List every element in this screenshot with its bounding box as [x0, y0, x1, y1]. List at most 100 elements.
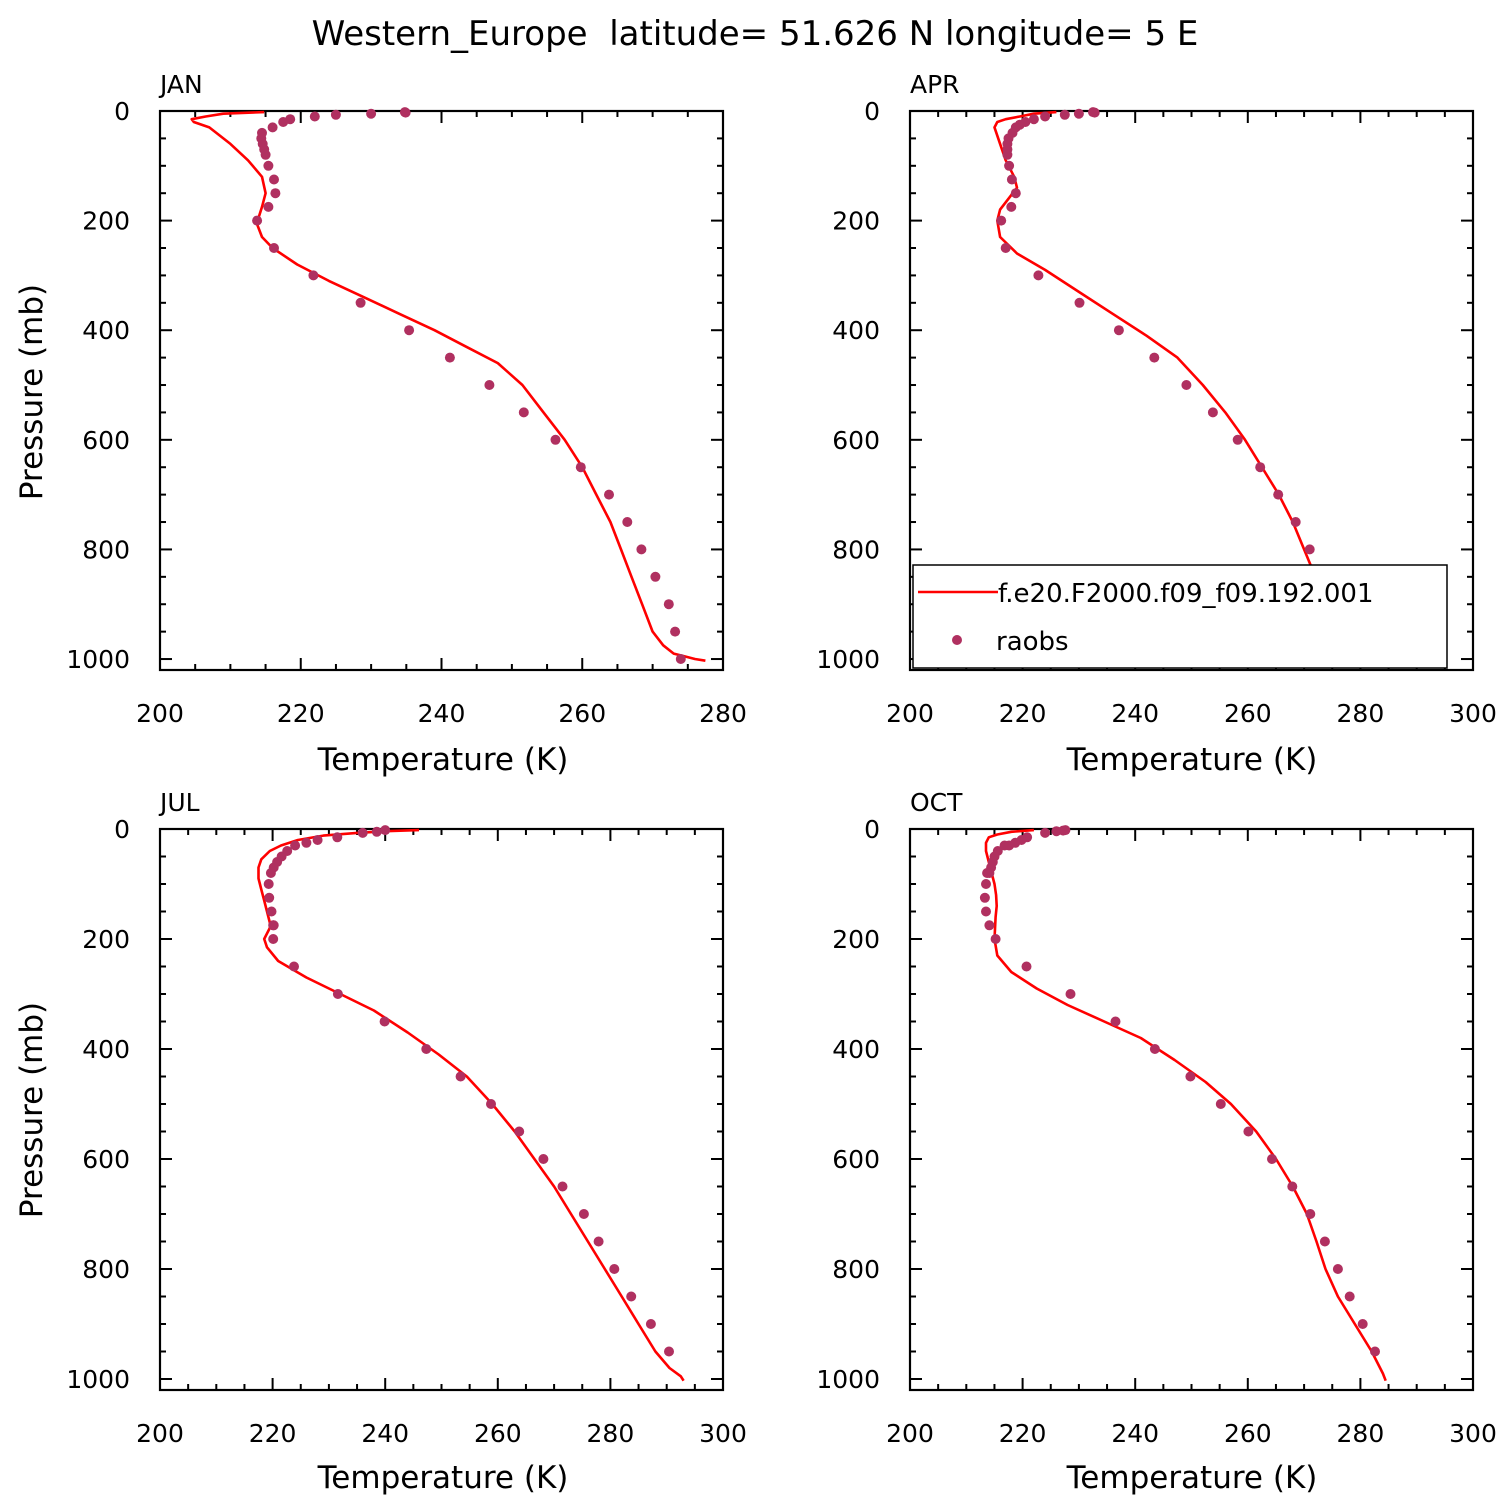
x-tick-label-jan: 240 [418, 699, 466, 728]
figure-title: Western_Europe latitude= 51.626 N longit… [312, 14, 1199, 54]
raobs-point-oct [1332, 1264, 1343, 1274]
raobs-point-jan [278, 117, 289, 127]
raobs-point-jan [636, 544, 647, 555]
raobs-point-apr [1074, 297, 1085, 308]
x-tick-label-jul: 260 [474, 1419, 522, 1448]
raobs-point-jan [604, 489, 614, 500]
raobs-point-jul [538, 1154, 549, 1164]
axes-apr: 200 220 240 260 280 300 0 200 400 600 800 1000 [816, 97, 1496, 728]
raobs-point-oct [1215, 1099, 1226, 1109]
y-tick-label-jul: 1000 [66, 1365, 130, 1394]
raobs-point-jul [290, 840, 301, 851]
y-tick-label-jan: 200 [82, 207, 130, 236]
raobs-point-jan [355, 297, 366, 308]
raobs-point-apr [1232, 434, 1243, 445]
y-tick-label-jul: 400 [82, 1035, 130, 1064]
raobs-point-apr [1028, 114, 1039, 125]
raobs-point-oct [981, 879, 991, 889]
raobs-point-jan [650, 571, 661, 582]
raobs-point-oct [999, 840, 1010, 851]
raobs-point-jan [444, 352, 455, 363]
raobs-point-apr [1040, 111, 1051, 122]
raobs-point-jul [265, 868, 276, 878]
legend-marker-swatch [952, 635, 962, 645]
plot-frame-apr [908, 109, 1475, 672]
x-tick-label-jan: 260 [558, 699, 606, 728]
x-tick-label-apr: 200 [886, 699, 934, 728]
raobs-point-oct [979, 892, 990, 903]
raobs-point-jul [289, 961, 299, 972]
raobs-point-jul [268, 934, 279, 944]
raobs-point-oct [1370, 1346, 1380, 1357]
raobs-point-jul [609, 1264, 620, 1274]
x-tick-label-oct: 260 [1224, 1419, 1272, 1448]
raobs-point-jul [266, 906, 277, 917]
raobs-point-jan [663, 599, 674, 610]
x-tick-label-jan: 280 [699, 699, 747, 728]
x-tick-label-jul: 240 [361, 1419, 409, 1448]
y-tick-label-oct: 0 [864, 815, 880, 844]
raobs-point-jan [366, 108, 377, 119]
raobs-point-apr [1006, 174, 1017, 185]
raobs-point-jul [332, 989, 343, 999]
y-tick-label-jan: 1000 [66, 645, 130, 674]
raobs-point-jan [269, 174, 279, 185]
raobs-point-jan [518, 407, 529, 418]
x-tick-label-jan: 200 [136, 699, 184, 728]
raobs-point-oct [984, 920, 995, 931]
raobs-point-jan [269, 243, 279, 253]
raobs-point-jan [400, 107, 411, 118]
raobs-point-apr [1010, 188, 1021, 199]
raobs-point-oct [981, 906, 991, 917]
raobs-point-oct [1305, 1209, 1316, 1219]
raobs-point-apr [1181, 380, 1192, 390]
raobs-point-jul [371, 826, 382, 837]
y-tick-label-oct: 600 [832, 1145, 880, 1174]
panel-label-apr: APR [910, 70, 960, 99]
raobs-point-apr [1033, 270, 1044, 281]
panel-label-jan: JAN [158, 70, 203, 99]
y-axis-title-jul: Pressure (mb) [14, 1002, 50, 1218]
raobs-point-jul [593, 1236, 604, 1247]
x-tick-label-apr: 280 [1337, 699, 1385, 728]
raobs-point-jan [263, 160, 274, 171]
y-tick-label-jul: 0 [114, 815, 130, 844]
y-tick-label-apr: 800 [832, 535, 880, 564]
raobs-point-oct [1021, 961, 1032, 972]
y-tick-label-oct: 800 [832, 1255, 880, 1284]
raobs-point-jul [645, 1319, 656, 1329]
legend-box [912, 564, 1448, 669]
y-tick-label-apr: 400 [832, 316, 880, 345]
raobs-point-jul [664, 1346, 674, 1357]
y-tick-label-oct: 400 [832, 1035, 880, 1064]
legend-label-model: f.e20.F2000.f09_f09.192.001 [998, 579, 1374, 609]
raobs-point-oct [1185, 1071, 1196, 1082]
raobs-point-oct [1110, 1016, 1121, 1027]
panel-label-oct: OCT [910, 788, 963, 817]
raobs-point-apr [1000, 243, 1011, 253]
x-tick-label-oct: 240 [1111, 1419, 1159, 1448]
y-tick-label-jan: 600 [82, 426, 130, 455]
raobs-point-jan [670, 626, 681, 637]
y-tick-label-jan: 400 [82, 316, 130, 345]
x-axis-title-apr: Temperature (K) [1066, 742, 1318, 778]
x-tick-label-jul: 220 [249, 1419, 297, 1448]
raobs-point-apr [1273, 489, 1284, 500]
raobs-point-jan [575, 462, 586, 473]
raobs-point-oct [1243, 1126, 1254, 1137]
plot-frame-oct [908, 827, 1475, 1392]
raobs-point-oct [1344, 1291, 1355, 1302]
raobs-point-jul [263, 879, 274, 889]
raobs-point-jan [267, 122, 278, 133]
raobs-point-jan [263, 201, 274, 212]
raobs-point-oct [1319, 1236, 1330, 1247]
raobs-point-jul [264, 892, 275, 903]
raobs-point-jul [268, 920, 279, 931]
raobs-point-jul [380, 825, 391, 836]
raobs-point-jul [514, 1126, 525, 1137]
x-tick-label-oct: 200 [886, 1419, 934, 1448]
